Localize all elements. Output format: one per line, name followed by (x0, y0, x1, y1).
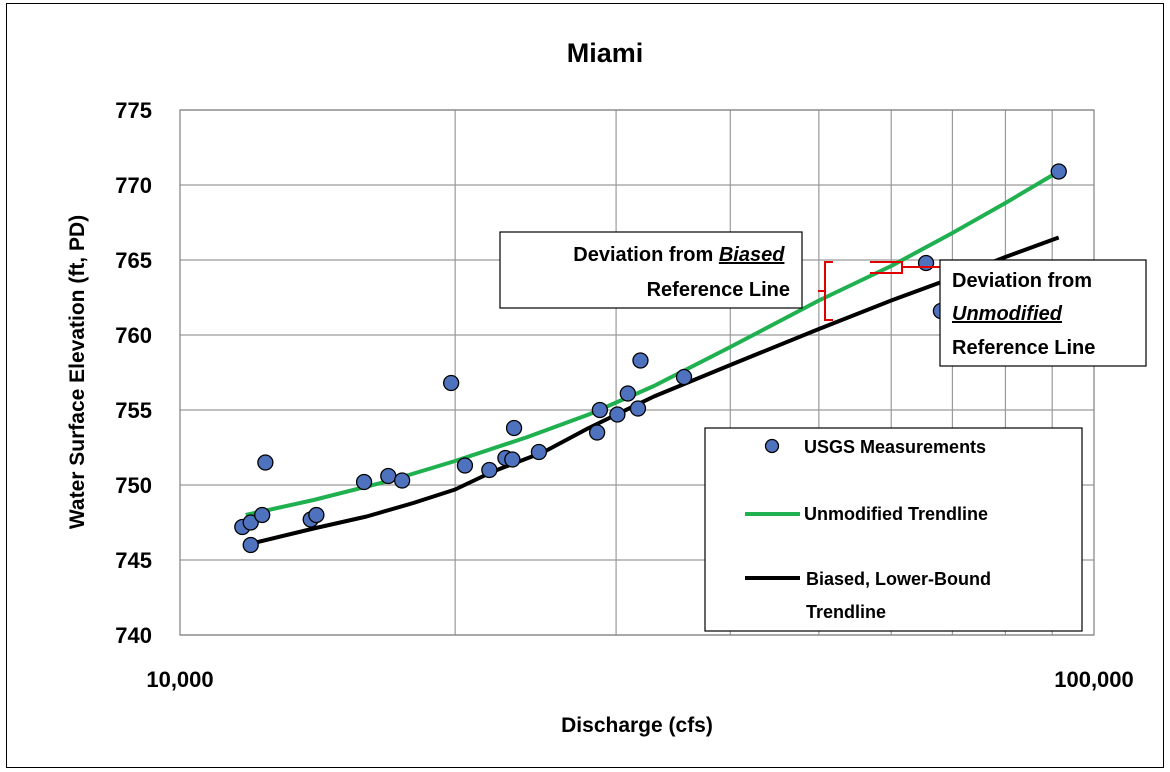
unmodified-annotation-line3: Reference Line (952, 337, 1095, 359)
usgs-measurement-point (355, 473, 373, 491)
usgs-measurement-point (530, 443, 548, 461)
plot-grid (180, 109, 1094, 636)
biased-annotation-line3: Reference Line (647, 279, 790, 301)
usgs-measurement-point (443, 374, 460, 392)
x-tick-label: 10,000 (146, 667, 213, 692)
unmodified-annotation-box (939, 259, 1147, 367)
biased-annotation-box (499, 231, 803, 309)
legend-label-usgs: USGS Measurements (804, 437, 986, 457)
y-tick-label: 775 (115, 98, 152, 123)
usgs-measurement-point (242, 536, 259, 554)
legend-label-biased: Biased, Lower-Bound Trendline (806, 569, 996, 622)
x-tick-label: 100,000 (1054, 667, 1134, 692)
y-tick-label: 755 (115, 398, 152, 423)
usgs-measurement-point (675, 368, 693, 386)
usgs-measurement-point (505, 419, 523, 437)
usgs-measurement-point (257, 454, 274, 471)
plot-area (179, 109, 1095, 636)
usgs-measurement-point (393, 472, 411, 489)
usgs-measurement-point (609, 406, 626, 423)
usgs-measurement-point (481, 461, 498, 479)
y-tick-label: 750 (115, 473, 152, 498)
unmodified-annotation-line1: Deviation from (952, 270, 1092, 292)
usgs-measurement-point (308, 506, 325, 524)
usgs-measurement-point (380, 467, 397, 485)
usgs-measurement-point (619, 385, 636, 402)
legend-label-biased-line2: Trendline (806, 602, 886, 622)
unmodified-annotation-text: Deviation from Unmodified Reference Line (952, 270, 1098, 359)
x-axis-label: Discharge (cfs) (561, 714, 713, 737)
usgs-measurement-point (254, 506, 271, 524)
unmodified-annotation-emph: Unmodified (952, 303, 1063, 325)
legend-label-unmodified: Unmodified Trendline (804, 504, 988, 524)
biased-annotation-emph: Biased (719, 244, 785, 266)
biased-annotation-text: Deviation from Biased Reference Line (573, 244, 790, 301)
y-tick-label: 770 (115, 173, 152, 198)
y-tick-labels: 740 745 750 755 760 765 770 775 (115, 98, 152, 648)
biased-annotation-line1: Deviation from (573, 244, 719, 266)
y-tick-label: 740 (115, 623, 152, 648)
chart-title: Miami (567, 38, 644, 68)
usgs-measurement-point (456, 457, 474, 474)
usgs-measurement-point (632, 352, 649, 369)
unmodified-deviation-bracket (870, 261, 940, 274)
chart-frame (6, 3, 1164, 768)
usgs-measurement-point (917, 254, 935, 272)
y-tick-label: 745 (115, 548, 152, 573)
legend-box (704, 427, 1083, 632)
y-tick-label: 760 (115, 323, 152, 348)
x-tick-labels: 10,000 100,000 (146, 667, 1133, 692)
legend-marker-usgs (764, 438, 780, 454)
usgs-measurement-point (591, 401, 609, 419)
legend-label-biased-line1: Biased, Lower-Bound (806, 569, 991, 589)
y-axis-label: Water Surface Elevation (ft, PD) (66, 215, 89, 529)
biased-trendline (245, 235, 1060, 547)
biased-deviation-bracket (818, 261, 833, 321)
usgs-measurement-point (588, 424, 606, 441)
usgs-measurement-point (1050, 163, 1067, 180)
usgs-measurement-point (242, 514, 259, 531)
usgs-measurement-point (629, 400, 647, 417)
series-markers (234, 163, 1067, 554)
usgs-measurement-point (504, 451, 521, 468)
y-tick-label: 765 (115, 248, 152, 273)
